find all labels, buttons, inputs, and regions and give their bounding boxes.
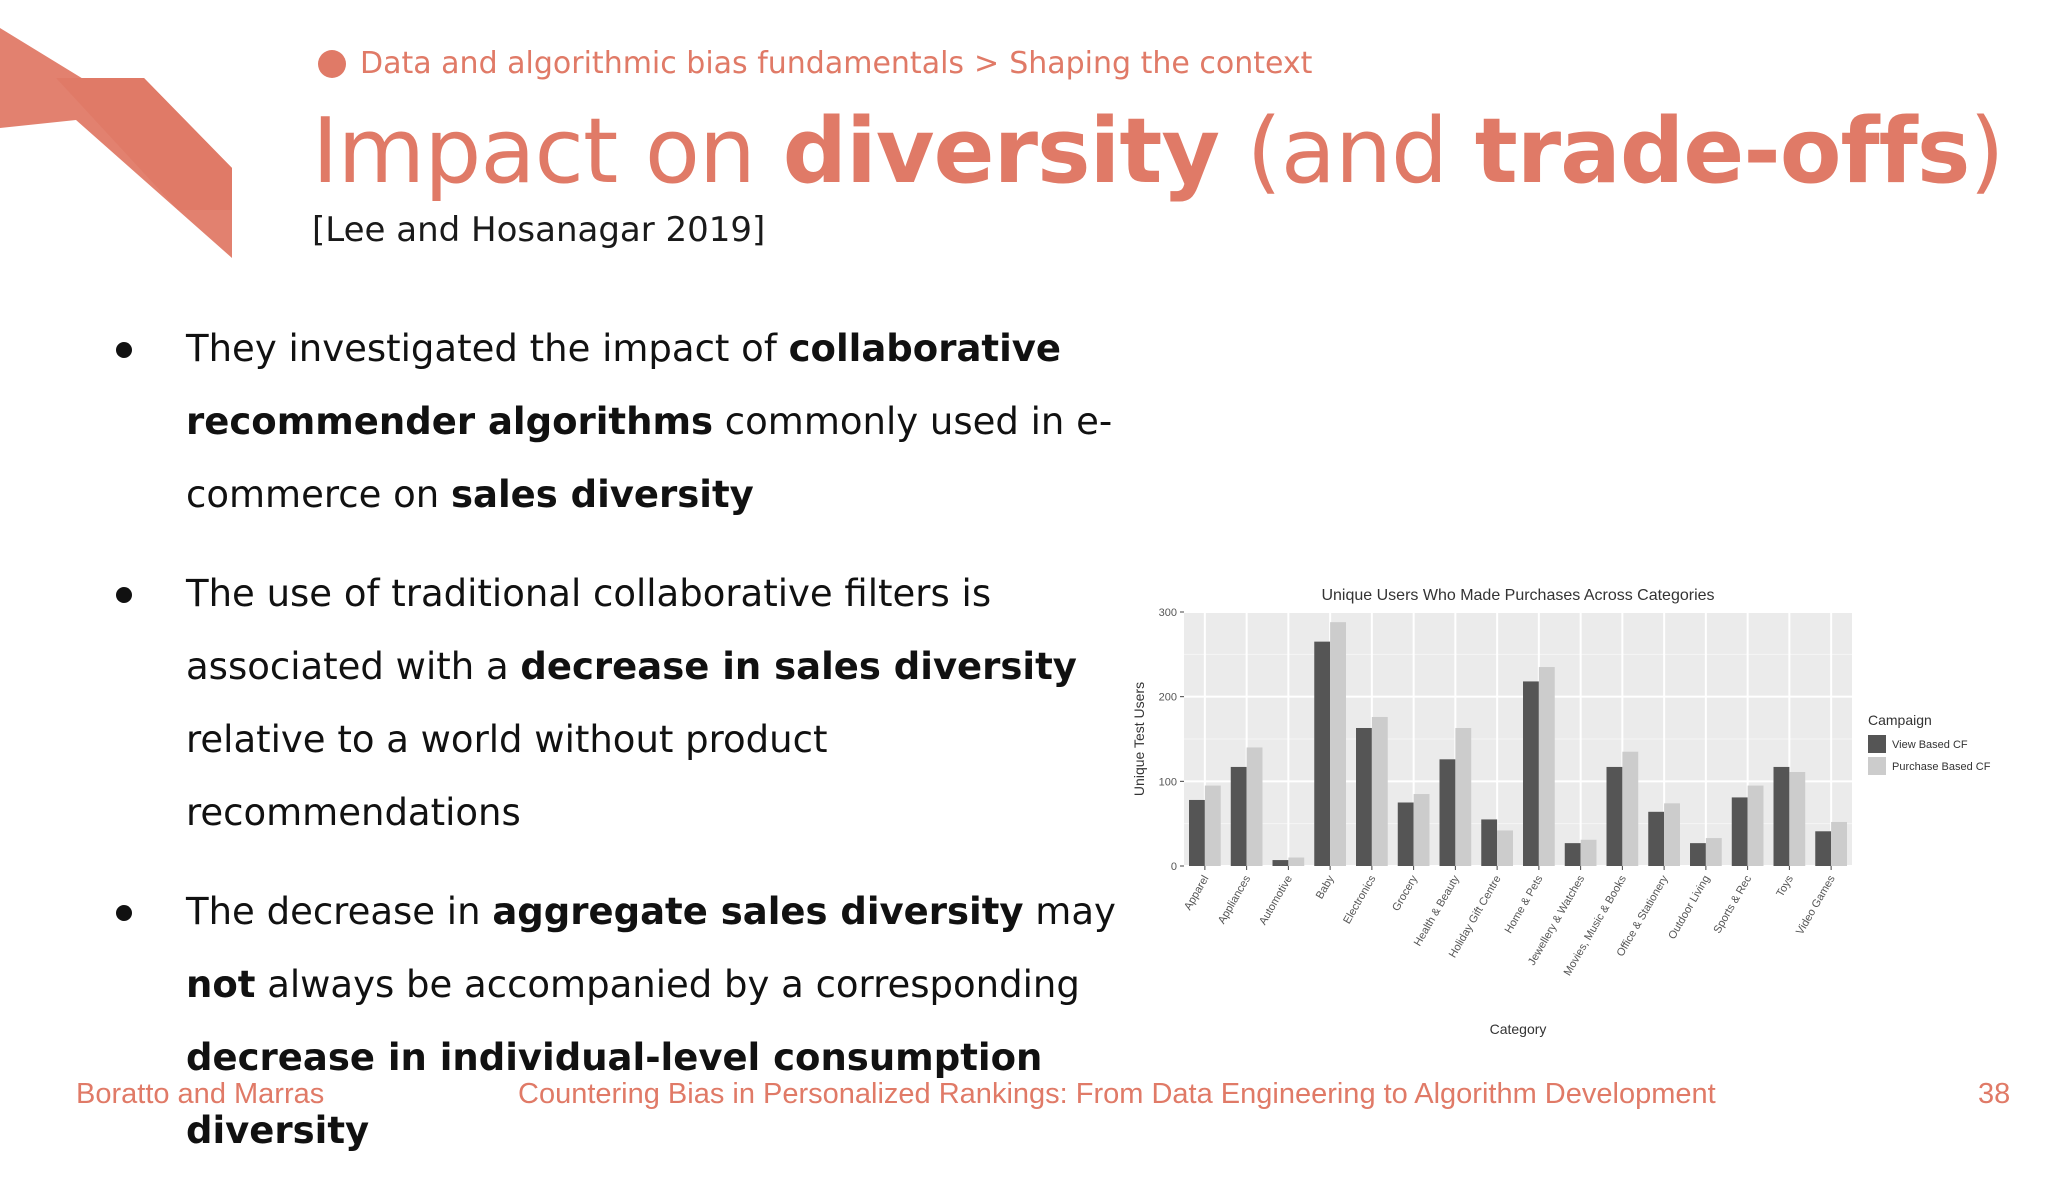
bar-purchase-based-cf bbox=[1455, 727, 1472, 866]
bar-view-based-cf bbox=[1815, 831, 1832, 866]
bullet-1-bold-1: collaborative recommender algorithms bbox=[186, 327, 1061, 443]
x-tick-label: Toys bbox=[1774, 873, 1796, 899]
title-part-1: Impact on bbox=[312, 99, 783, 204]
citation: [Lee and Hosanagar 2019] bbox=[312, 210, 766, 250]
bar-view-based-cf bbox=[1564, 843, 1581, 866]
x-tick-label: Appliances bbox=[1216, 873, 1254, 926]
y-tick-label: 0 bbox=[1171, 861, 1177, 873]
bullet-1-bold-2: sales diversity bbox=[450, 473, 754, 516]
bar-view-based-cf bbox=[1314, 641, 1331, 866]
decorative-stripes bbox=[0, 28, 232, 258]
x-tick-label: Video Games bbox=[1794, 873, 1838, 937]
bar-purchase-based-cf bbox=[1538, 667, 1555, 866]
bullet-2-bold-1: decrease in sales diversity bbox=[520, 645, 1077, 688]
bullet-3-bold-3: decrease in individual-level consumption… bbox=[186, 1036, 1043, 1152]
title-bold-2: trade-offs bbox=[1474, 99, 1971, 204]
bar-purchase-based-cf bbox=[1580, 839, 1597, 866]
bullet-2-text-1: The use of traditional collaborative fil… bbox=[186, 572, 992, 688]
bar-view-based-cf bbox=[1481, 819, 1498, 866]
bar-view-based-cf bbox=[1356, 727, 1372, 866]
title-part-3: ) bbox=[1969, 99, 2004, 204]
breadcrumb-section: Data and algorithmic bias fundamentals bbox=[360, 46, 965, 81]
x-tick-label: Outdoor Living bbox=[1666, 874, 1712, 942]
y-tick-label: 300 bbox=[1159, 607, 1177, 619]
x-tick-label: Health & Beauty bbox=[1412, 873, 1462, 948]
x-tick-label: Grocery bbox=[1390, 873, 1420, 913]
bullet-3-bold-1: aggregate sales diversity bbox=[492, 890, 1024, 933]
footer-course-title: Countering Bias in Personalized Rankings… bbox=[518, 1078, 1716, 1110]
bullet-item-3: The decrease in aggregate sales diversit… bbox=[108, 875, 1128, 1167]
bullet-3-text-3: always be accompanied by a corresponding bbox=[255, 963, 1080, 1006]
breadcrumb-dot-icon bbox=[318, 49, 346, 78]
legend-swatch bbox=[1868, 757, 1886, 775]
bar-view-based-cf bbox=[1272, 860, 1289, 866]
bar-purchase-based-cf bbox=[1831, 821, 1847, 866]
bar-purchase-based-cf bbox=[1664, 803, 1680, 866]
y-axis-label: Unique Test Users bbox=[1131, 682, 1147, 796]
x-tick-label: Apparel bbox=[1182, 874, 1211, 913]
bar-view-based-cf bbox=[1189, 799, 1205, 866]
bar-purchase-based-cf bbox=[1789, 772, 1806, 866]
x-axis-label: Category bbox=[1490, 1021, 1547, 1037]
bar-view-based-cf bbox=[1439, 759, 1456, 866]
y-tick-label: 100 bbox=[1159, 776, 1177, 788]
bar-purchase-based-cf bbox=[1497, 830, 1513, 866]
legend-swatch bbox=[1868, 735, 1886, 753]
title-bold-1: diversity bbox=[782, 99, 1220, 204]
slide-title: Impact on diversity (and trade-offs) bbox=[312, 99, 2005, 204]
bullet-3-text-2: may bbox=[1023, 890, 1116, 933]
breadcrumb: Data and algorithmic bias fundamentals > S… bbox=[318, 46, 1312, 81]
bullet-1-text-2: commonly used in e-commerce on bbox=[186, 400, 1113, 516]
bar-view-based-cf bbox=[1648, 811, 1665, 866]
bar-view-based-cf bbox=[1690, 843, 1706, 866]
bar-chart: 0 100 200 300 Apparel Appliances Automotive Bab… bbox=[1131, 587, 1991, 1037]
bar-purchase-based-cf bbox=[1622, 751, 1639, 866]
y-tick-label: 200 bbox=[1159, 692, 1177, 704]
bar-view-based-cf bbox=[1230, 766, 1247, 866]
legend-label: View Based CF bbox=[1892, 739, 1968, 751]
bar-purchase-based-cf bbox=[1330, 622, 1346, 866]
x-tick-label: Automotive bbox=[1257, 874, 1295, 928]
bar-purchase-based-cf bbox=[1413, 794, 1430, 866]
title-part-2: (and bbox=[1219, 99, 1475, 204]
x-tick-label: Home & Pets bbox=[1503, 873, 1546, 936]
bullet-2-text-2: relative to a world without product reco… bbox=[186, 718, 828, 834]
breadcrumb-separator: > bbox=[974, 46, 1000, 81]
bar-view-based-cf bbox=[1773, 766, 1790, 866]
bullet-item-2: The use of traditional collaborative fil… bbox=[108, 557, 1128, 849]
bar-view-based-cf bbox=[1397, 802, 1414, 866]
x-tick-label: Sports & Rec bbox=[1711, 873, 1754, 936]
bar-purchase-based-cf bbox=[1204, 785, 1221, 866]
bar-purchase-based-cf bbox=[1288, 857, 1305, 866]
bullet-3-bold-2: not bbox=[186, 963, 256, 1006]
x-tick-label: Electronics bbox=[1341, 873, 1379, 926]
bullet-1-text-1: They investigated the impact of bbox=[186, 327, 789, 370]
breadcrumb-subsection: Shaping the context bbox=[1009, 46, 1313, 81]
bar-purchase-based-cf bbox=[1371, 716, 1388, 866]
legend-title: Campaign bbox=[1868, 712, 1932, 728]
x-tick-label: Baby bbox=[1314, 873, 1337, 901]
bar-purchase-based-cf bbox=[1705, 838, 1722, 866]
bullet-item-1: They investigated the impact of collabor… bbox=[108, 312, 1128, 531]
bullet-list: They investigated the impact of collabor… bbox=[108, 312, 1128, 1193]
chart-title: Unique Users Who Made Purchases Across C… bbox=[1321, 587, 1714, 604]
footer-page-number: 38 bbox=[1978, 1078, 2011, 1110]
bar-purchase-based-cf bbox=[1747, 785, 1764, 866]
bullet-3-text-1: The decrease in bbox=[186, 890, 493, 933]
footer-authors: Boratto and Marras bbox=[76, 1078, 325, 1110]
bar-view-based-cf bbox=[1731, 797, 1748, 866]
bar-view-based-cf bbox=[1606, 766, 1623, 866]
legend-label: Purchase Based CF bbox=[1892, 761, 1991, 773]
bar-purchase-based-cf bbox=[1246, 747, 1263, 866]
bar-view-based-cf bbox=[1523, 681, 1539, 866]
